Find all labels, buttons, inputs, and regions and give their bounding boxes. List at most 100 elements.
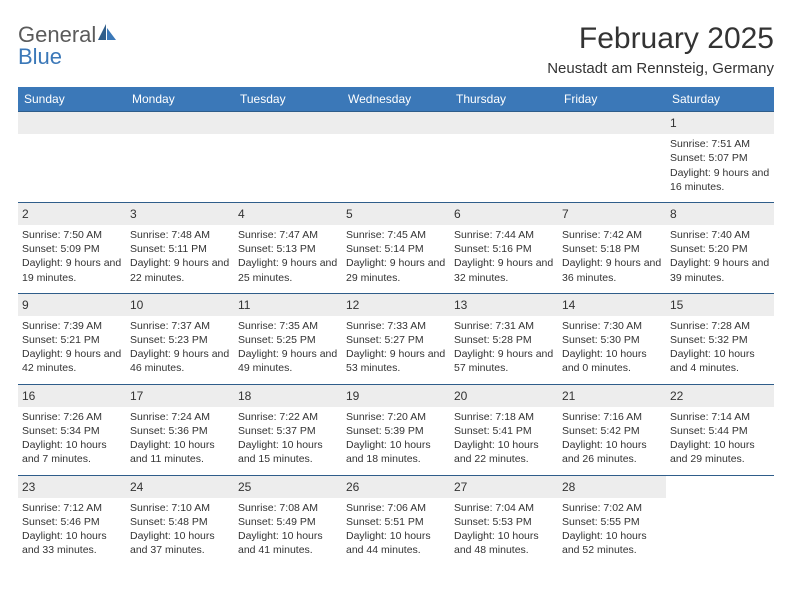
day-info: Sunrise: 7:50 AMSunset: 5:09 PMDaylight:…	[22, 228, 122, 285]
sunset-text: Sunset: 5:55 PM	[562, 515, 662, 529]
sunrise-text: Sunrise: 7:30 AM	[562, 319, 662, 333]
day-cell: 22 Sunrise: 7:14 AMSunset: 5:44 PMDayligh…	[666, 384, 774, 475]
calendar-page: General Blue February 2025 Neustadt am R…	[0, 0, 792, 575]
daylight-text: Daylight: 9 hours and 25 minutes.	[238, 256, 338, 284]
day-cell: 7Sunrise: 7:42 AMSunset: 5:18 PMDaylight…	[558, 202, 666, 293]
sunrise-text: Sunrise: 7:10 AM	[130, 501, 230, 515]
day-cell: 1Sunrise: 7:51 AMSunset: 5:07 PMDaylight…	[666, 112, 774, 203]
daylight-text: Daylight: 10 hours and 52 minutes.	[562, 529, 662, 557]
sunrise-text: Sunrise: 7:47 AM	[238, 228, 338, 242]
day-number: 15	[666, 294, 774, 316]
day-cell: 3 Sunrise: 7:48 AMSunset: 5:11 PMDaylight…	[126, 202, 234, 293]
day-info: Sunrise: 7:24 AMSunset: 5:36 PMDaylight:…	[130, 410, 230, 467]
sunset-text: Sunset: 5:13 PM	[238, 242, 338, 256]
daylight-text: Daylight: 9 hours and 49 minutes.	[238, 347, 338, 375]
sunset-text: Sunset: 5:07 PM	[670, 151, 770, 165]
day-number: 19	[342, 385, 450, 407]
sunrise-text: Sunrise: 7:04 AM	[454, 501, 554, 515]
location-label: Neustadt am Rennsteig, Germany	[547, 60, 774, 77]
day-number: 4	[234, 203, 342, 225]
day-cell	[558, 112, 666, 203]
day-cell: 18 Sunrise: 7:22 AMSunset: 5:37 PMDayligh…	[234, 384, 342, 475]
empty-day-strip	[234, 112, 342, 134]
sunrise-text: Sunrise: 7:26 AM	[22, 410, 122, 424]
sunset-text: Sunset: 5:16 PM	[454, 242, 554, 256]
sunset-text: Sunset: 5:25 PM	[238, 333, 338, 347]
calendar-table: SundayMondayTuesdayWednesdayThursdayFrid…	[18, 87, 774, 565]
day-cell: 14 Sunrise: 7:30 AMSunset: 5:30 PMDayligh…	[558, 293, 666, 384]
day-info: Sunrise: 7:30 AMSunset: 5:30 PMDaylight:…	[562, 319, 662, 376]
sunset-text: Sunset: 5:42 PM	[562, 424, 662, 438]
day-info: Sunrise: 7:47 AMSunset: 5:13 PMDaylight:…	[238, 228, 338, 285]
sunrise-text: Sunrise: 7:28 AM	[670, 319, 770, 333]
sunrise-text: Sunrise: 7:06 AM	[346, 501, 446, 515]
sunset-text: Sunset: 5:20 PM	[670, 242, 770, 256]
daylight-text: Daylight: 10 hours and 7 minutes.	[22, 438, 122, 466]
sunrise-text: Sunrise: 7:37 AM	[130, 319, 230, 333]
day-number: 3	[126, 203, 234, 225]
day-cell	[342, 112, 450, 203]
sunset-text: Sunset: 5:37 PM	[238, 424, 338, 438]
week-row: 23Sunrise: 7:12 AMSunset: 5:46 PMDayligh…	[18, 475, 774, 565]
daylight-text: Daylight: 10 hours and 41 minutes.	[238, 529, 338, 557]
day-info: Sunrise: 7:31 AMSunset: 5:28 PMDaylight:…	[454, 319, 554, 376]
daylight-text: Daylight: 9 hours and 42 minutes.	[22, 347, 122, 375]
day-cell	[18, 112, 126, 203]
dow-cell: Monday	[126, 87, 234, 112]
daylight-text: Daylight: 9 hours and 57 minutes.	[454, 347, 554, 375]
sunset-text: Sunset: 5:51 PM	[346, 515, 446, 529]
sunrise-text: Sunrise: 7:48 AM	[130, 228, 230, 242]
sunrise-text: Sunrise: 7:33 AM	[346, 319, 446, 333]
daylight-text: Daylight: 9 hours and 32 minutes.	[454, 256, 554, 284]
daylight-text: Daylight: 9 hours and 53 minutes.	[346, 347, 446, 375]
day-cell: 16Sunrise: 7:26 AMSunset: 5:34 PMDayligh…	[18, 384, 126, 475]
day-cell: 19Sunrise: 7:20 AMSunset: 5:39 PMDayligh…	[342, 384, 450, 475]
empty-day-strip	[450, 112, 558, 134]
day-number: 6	[450, 203, 558, 225]
day-number: 27	[450, 476, 558, 498]
day-cell: 2Sunrise: 7:50 AMSunset: 5:09 PMDaylight…	[18, 202, 126, 293]
day-info: Sunrise: 7:14 AMSunset: 5:44 PMDaylight:…	[670, 410, 770, 467]
dow-cell: Friday	[558, 87, 666, 112]
daylight-text: Daylight: 10 hours and 11 minutes.	[130, 438, 230, 466]
sunrise-text: Sunrise: 7:42 AM	[562, 228, 662, 242]
day-number: 7	[558, 203, 666, 225]
sunrise-text: Sunrise: 7:40 AM	[670, 228, 770, 242]
dow-cell: Sunday	[18, 87, 126, 112]
day-cell: 28Sunrise: 7:02 AMSunset: 5:55 PMDayligh…	[558, 475, 666, 565]
sail-icon	[96, 22, 118, 47]
day-number: 14	[558, 294, 666, 316]
sunset-text: Sunset: 5:18 PM	[562, 242, 662, 256]
sunrise-text: Sunrise: 7:31 AM	[454, 319, 554, 333]
day-cell: 25Sunrise: 7:08 AMSunset: 5:49 PMDayligh…	[234, 475, 342, 565]
sunset-text: Sunset: 5:28 PM	[454, 333, 554, 347]
day-number: 16	[18, 385, 126, 407]
day-number: 18	[234, 385, 342, 407]
day-cell	[234, 112, 342, 203]
day-number: 28	[558, 476, 666, 498]
day-info: Sunrise: 7:22 AMSunset: 5:37 PMDaylight:…	[238, 410, 338, 467]
day-info: Sunrise: 7:39 AMSunset: 5:21 PMDaylight:…	[22, 319, 122, 376]
day-number: 26	[342, 476, 450, 498]
day-cell: 26Sunrise: 7:06 AMSunset: 5:51 PMDayligh…	[342, 475, 450, 565]
day-number: 1	[666, 112, 774, 134]
brand-part2: Blue	[18, 44, 62, 69]
day-cell: 12Sunrise: 7:33 AMSunset: 5:27 PMDayligh…	[342, 293, 450, 384]
day-number: 23	[18, 476, 126, 498]
dow-cell: Saturday	[666, 87, 774, 112]
sunrise-text: Sunrise: 7:18 AM	[454, 410, 554, 424]
day-info: Sunrise: 7:48 AMSunset: 5:11 PMDaylight:…	[130, 228, 230, 285]
sunset-text: Sunset: 5:46 PM	[22, 515, 122, 529]
day-info: Sunrise: 7:18 AMSunset: 5:41 PMDaylight:…	[454, 410, 554, 467]
page-header: General Blue February 2025 Neustadt am R…	[18, 22, 774, 77]
week-row: 16Sunrise: 7:26 AMSunset: 5:34 PMDayligh…	[18, 384, 774, 475]
empty-day-strip	[126, 112, 234, 134]
daylight-text: Daylight: 9 hours and 19 minutes.	[22, 256, 122, 284]
day-info: Sunrise: 7:28 AMSunset: 5:32 PMDaylight:…	[670, 319, 770, 376]
sunset-text: Sunset: 5:27 PM	[346, 333, 446, 347]
sunset-text: Sunset: 5:49 PM	[238, 515, 338, 529]
day-cell: 10Sunrise: 7:37 AMSunset: 5:23 PMDayligh…	[126, 293, 234, 384]
day-cell	[450, 112, 558, 203]
day-number: 22	[666, 385, 774, 407]
sunset-text: Sunset: 5:39 PM	[346, 424, 446, 438]
